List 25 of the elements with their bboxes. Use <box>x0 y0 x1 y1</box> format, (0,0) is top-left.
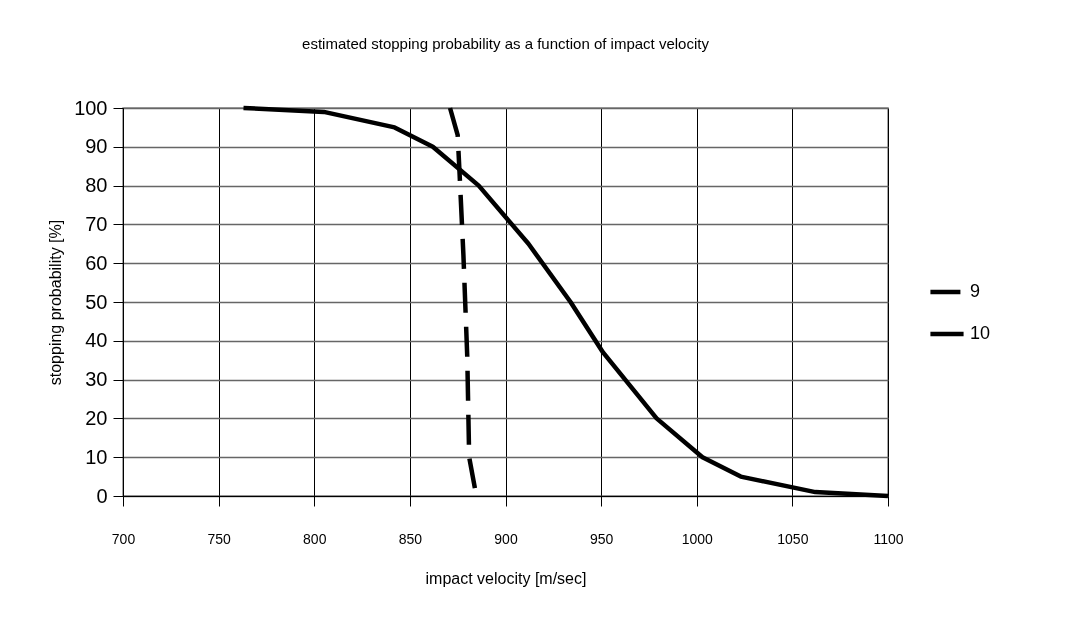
x-tick-label: 800 <box>303 530 327 547</box>
y-tick-label: 40 <box>85 329 108 352</box>
y-tick-label: 20 <box>85 406 108 429</box>
y-tick-label: 70 <box>85 212 108 235</box>
y-tick-label: 10 <box>85 445 108 468</box>
y-tick-label: 60 <box>85 251 108 274</box>
y-axis-title: stopping probability [%] <box>47 219 65 386</box>
x-tick-label: 1000 <box>681 530 714 547</box>
x-axis-title: impact velocity [m/sec] <box>425 569 587 587</box>
x-tick-label: 700 <box>111 530 136 547</box>
y-tick-label: 100 <box>74 96 108 119</box>
y-tick-label: 0 <box>96 484 108 507</box>
y-tick-label: 80 <box>85 174 108 197</box>
x-tick-label: 900 <box>494 530 518 547</box>
x-tick-label: 850 <box>398 530 423 547</box>
x-tick-label: 1100 <box>873 530 904 547</box>
y-tick-label: 30 <box>85 368 108 391</box>
legend-label: 9 <box>970 281 981 301</box>
chart-title: estimated stopping probability as a function of impact velocity <box>302 35 710 52</box>
x-tick-label: 1050 <box>777 530 809 547</box>
legend-label: 10 <box>970 323 991 343</box>
y-tick-label: 90 <box>85 135 108 158</box>
x-tick-label: 950 <box>589 530 614 547</box>
y-tick-label: 50 <box>85 290 108 313</box>
x-tick-label: 750 <box>207 530 232 547</box>
